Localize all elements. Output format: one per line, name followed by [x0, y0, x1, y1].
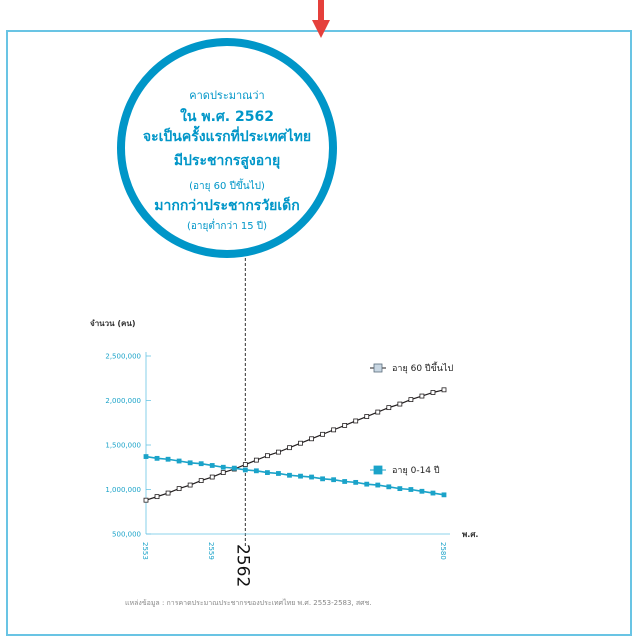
data-point — [408, 487, 414, 492]
data-point — [397, 401, 403, 407]
data-point — [276, 449, 281, 455]
y-tick-label: 2,500,000 — [105, 353, 141, 361]
data-point — [220, 470, 226, 475]
data-point — [287, 445, 292, 451]
data-point — [331, 427, 337, 433]
data-point — [309, 474, 314, 480]
data-point — [298, 440, 303, 446]
legend-marker — [373, 465, 383, 475]
data-point — [430, 390, 436, 395]
callout-line-1: คาดประมาณว่า — [189, 89, 265, 102]
callout-line-4: มีประชากรสูงอายุ — [173, 153, 281, 169]
data-point — [386, 405, 392, 411]
data-point — [320, 431, 325, 437]
data-point — [176, 486, 182, 492]
data-point — [265, 453, 270, 459]
legend-label: อายุ 60 ปีขึ้นไป — [392, 361, 453, 374]
x-tick-label: 2580 — [439, 542, 447, 560]
data-point — [209, 463, 215, 468]
legend-label: อายุ 0-14 ปี — [392, 465, 440, 476]
data-point — [441, 387, 447, 393]
source-note: แหล่งข้อมูล : การคาดประมาณประชากรของประเ… — [125, 599, 372, 607]
data-point — [143, 497, 149, 503]
callout-circle: คาดประมาณว่า ใน พ.ศ. 2562 จะเป็นครั้งแรก… — [117, 38, 337, 258]
x-tick-label: 2553 — [141, 542, 149, 560]
data-point — [419, 393, 425, 399]
highlight-year-label: 2562 — [232, 544, 252, 587]
data-point — [397, 486, 403, 492]
data-point — [287, 472, 292, 478]
callout-line-6: มากกว่าประชากรวัยเด็ก — [154, 198, 300, 214]
callout-line-5: (อายุ 60 ปีขึ้นไป) — [189, 181, 265, 192]
callout-line-7: (อายุต่ำกว่า 15 ปี) — [186, 221, 268, 232]
x-tick-label: 2559 — [207, 542, 215, 560]
data-point — [143, 454, 149, 459]
series-line — [145, 455, 445, 496]
data-point — [231, 465, 237, 471]
y-tick-label: 2,000,000 — [105, 397, 141, 405]
data-point — [364, 414, 370, 419]
y-tick-label: 1,500,000 — [105, 442, 141, 450]
data-point — [375, 482, 381, 488]
data-point — [331, 477, 337, 483]
data-point — [187, 482, 193, 488]
data-point — [242, 462, 248, 467]
data-point — [242, 467, 248, 473]
series-line — [145, 389, 445, 501]
data-point — [441, 492, 447, 498]
data-point — [253, 457, 259, 463]
data-point — [220, 464, 226, 470]
data-point — [408, 397, 414, 403]
data-point — [187, 460, 193, 466]
data-point — [309, 436, 314, 442]
legend-marker — [373, 363, 383, 373]
data-point — [154, 455, 160, 461]
data-point — [342, 423, 348, 428]
data-point — [353, 479, 359, 485]
data-point — [298, 473, 303, 479]
data-point — [320, 476, 325, 482]
data-point — [165, 456, 171, 462]
data-point — [198, 478, 204, 484]
data-point — [265, 470, 270, 475]
data-point — [386, 484, 392, 490]
data-point — [353, 418, 359, 424]
data-point — [154, 494, 160, 500]
data-point — [209, 474, 215, 480]
data-point — [165, 490, 171, 496]
data-point — [198, 461, 204, 467]
down-arrow-icon — [312, 0, 330, 38]
data-point — [364, 481, 370, 487]
data-point — [342, 479, 348, 484]
data-point — [176, 458, 182, 464]
data-point — [375, 409, 381, 415]
data-point — [276, 471, 281, 476]
x-axis-label: พ.ศ. — [462, 530, 478, 539]
y-axis-label: จำนวน (คน) — [90, 319, 136, 328]
y-tick-label: 500,000 — [112, 531, 141, 539]
callout-line-3: จะเป็นครั้งแรกที่ประเทศไทย — [142, 129, 312, 145]
y-tick-label: 1,000,000 — [105, 486, 141, 494]
data-point — [419, 488, 425, 494]
callout-line-2: ใน พ.ศ. 2562 — [180, 109, 274, 125]
data-point — [253, 468, 259, 474]
data-point — [430, 490, 436, 496]
